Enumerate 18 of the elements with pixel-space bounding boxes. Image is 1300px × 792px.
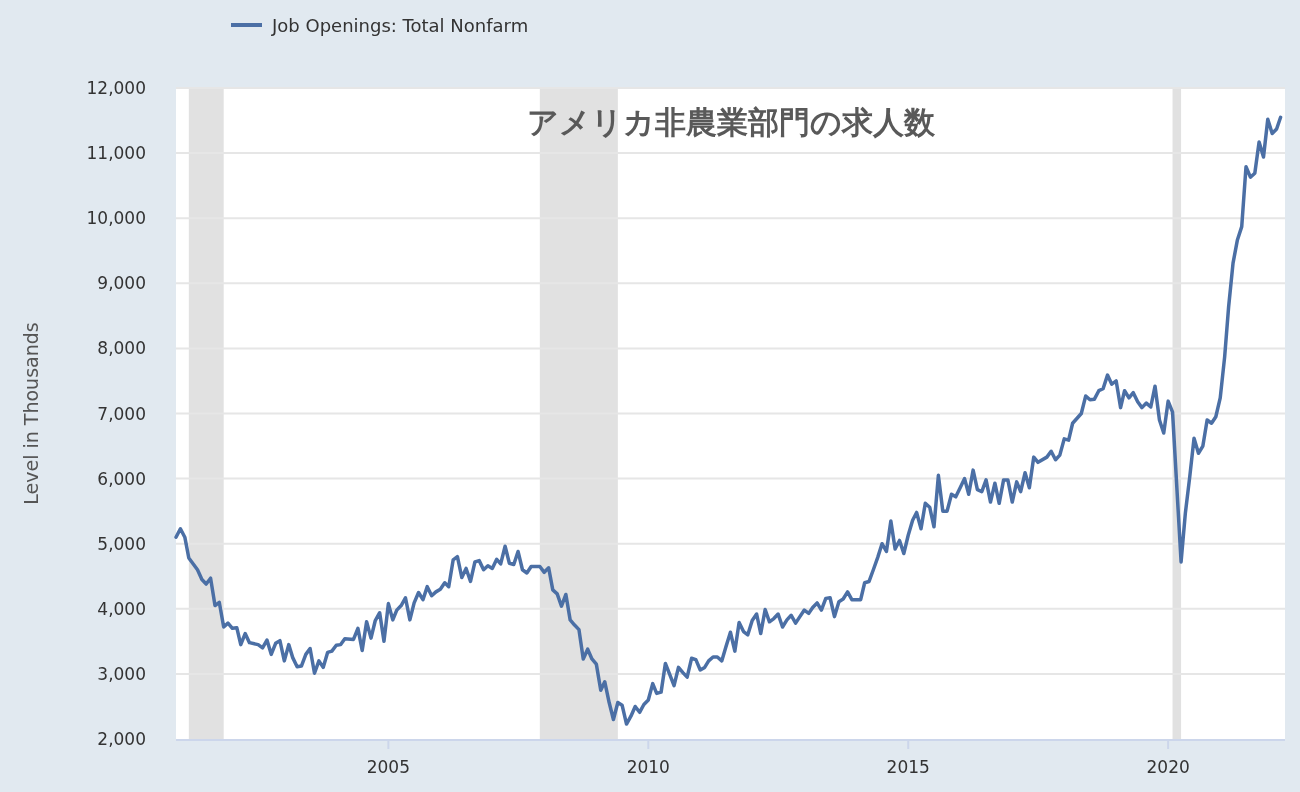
y-axis-title: Level in Thousands xyxy=(20,322,42,505)
y-tick-label: 12,000 xyxy=(86,78,146,98)
y-tick-label: 2,000 xyxy=(97,729,146,749)
y-tick-label: 10,000 xyxy=(86,208,146,229)
y-tick-label: 11,000 xyxy=(86,143,146,164)
legend-label: Job Openings: Total Nonfarm xyxy=(271,15,529,36)
x-tick-label: 2005 xyxy=(366,757,411,777)
y-tick-label: 8,000 xyxy=(97,338,146,359)
y-tick-label: 9,000 xyxy=(97,273,146,294)
text: アメリカ非農業部門の求人数 xyxy=(526,104,936,140)
x-tick-label: 2010 xyxy=(626,757,670,777)
y-tick-label: 6,000 xyxy=(97,468,146,489)
y-tick-label: 4,000 xyxy=(97,598,146,619)
y-tick-label: 5,000 xyxy=(97,533,146,554)
x-tick-label: 2020 xyxy=(1146,757,1190,777)
y-tick-label: 3,000 xyxy=(97,663,146,684)
x-tick-label: 2015 xyxy=(886,757,930,777)
y-tick-label: 7,000 xyxy=(97,403,146,424)
